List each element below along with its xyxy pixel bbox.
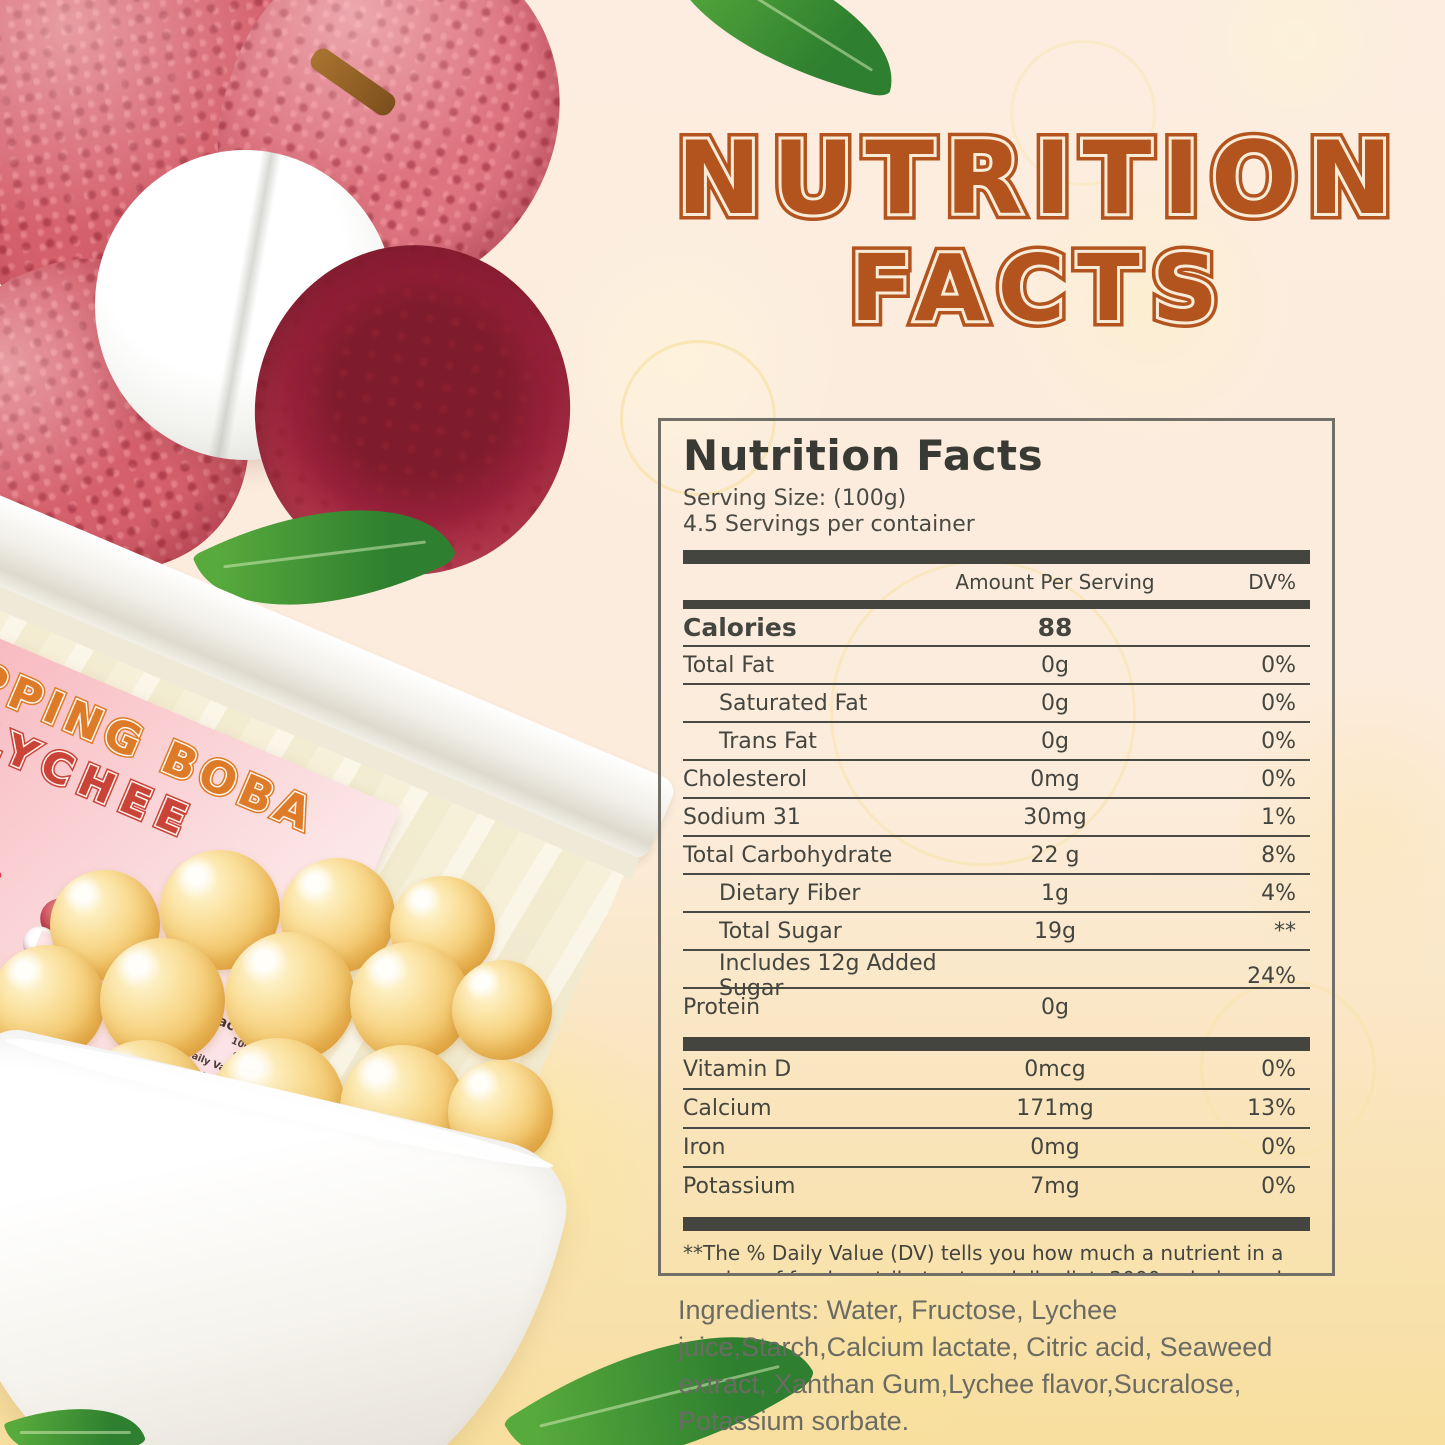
cell-name: Potassium [683,1174,796,1199]
cell-name: Total Carbohydrate [683,842,893,868]
cell-amt: 0mcg [1024,1057,1086,1082]
nutrient-row: Total Fat 0g 0% [683,647,1310,685]
cell-amt: 19g [1034,918,1076,944]
background-blob [1000,150,1300,450]
vitamin-row: Iron 0mg 0% [683,1129,1310,1168]
nutrient-row: Sodium 31 30mg 1% [683,799,1310,837]
daily-value-footnote: **The % Daily Value (DV) tells you how m… [683,1241,1306,1273]
ingredients-text: Ingredients: Water, Fructose, Lychee jui… [678,1295,1273,1436]
cell-dv: 0% [1261,1057,1296,1082]
cell-dv: 0% [1261,652,1296,678]
divider-bar [683,550,1310,564]
cell-name: Cholesterol [683,766,808,792]
cell-dv: 0% [1261,1174,1296,1199]
cell-name: Dietary Fiber [719,880,861,906]
nutrient-row: Total Sugar 19g ** [683,913,1310,951]
nutrient-rows: Calories 88 Total Fat 0g 0% Saturated Fat 0g 0%… [683,609,1310,1025]
divider-bar [683,1037,1310,1051]
cell-name: Vitamin D [683,1057,792,1082]
cell-name: Iron [683,1135,726,1160]
background-blob [800,1250,1000,1445]
cell-amt: 171mg [1016,1096,1094,1121]
cell-amt: 30mg [1023,804,1087,830]
boba-pearl [350,942,470,1062]
leaf-top [645,0,915,99]
cell-dv: ** [1274,918,1296,944]
nutrition-facts-panel: Nutrition Facts Serving Size: (100g) 4.5… [658,418,1335,1276]
boba-pearl [452,960,552,1060]
cell-name: Calcium [683,1096,772,1121]
cell-dv: 0% [1261,728,1296,754]
cell-amt: 0g [1041,690,1069,716]
column-headers: Amount Per Serving DV% [683,564,1310,600]
cell-dv: 4% [1261,880,1296,906]
amount-per-serving-header: Amount Per Serving [955,570,1155,594]
vitamin-row: Calcium 171mg 13% [683,1090,1310,1129]
cell-dv: 0% [1261,690,1296,716]
cell-dv: 1% [1261,804,1296,830]
cell-dv: 8% [1261,842,1296,868]
cell-amt: 88 [1037,612,1073,642]
background-blob [1240,640,1445,1020]
background-ring [1200,980,1376,1156]
nutrient-row: Calories 88 [683,609,1310,647]
cell-amt: 22 g [1030,842,1080,868]
nutrient-row: Dietary Fiber 1g 4% [683,875,1310,913]
divider-bar [683,1217,1310,1231]
cell-name: Total Fat [683,652,775,678]
cell-name: Includes 12g Added Sugar [719,951,937,1001]
cell-amt: 0mg [1030,1135,1080,1160]
cell-dv: 24% [1247,963,1296,989]
cell-amt: 0mg [1030,766,1080,792]
cell-dv: 0% [1261,1135,1296,1160]
cell-amt: 0g [1041,994,1069,1020]
serving-size: Serving Size: (100g) [683,486,907,511]
heading-line-1: NUTRITION NUTRITION NUTRITION [670,119,1404,237]
cell-name: Trans Fat [719,728,817,754]
page-heading: NUTRITION NUTRITION NUTRITION FACTS FACT… [640,119,1440,342]
background-ring [1010,40,1156,186]
heading-line-2: FACTS FACTS FACTS [843,235,1231,342]
cell-dv: 13% [1247,1096,1296,1121]
vitamin-row: Vitamin D 0mcg 0% [683,1051,1310,1090]
cell-amt: 7mg [1030,1174,1080,1199]
nutrient-row: Trans Fat 0g 0% [683,723,1310,761]
nutrient-row: Cholesterol 0mg 0% [683,761,1310,799]
nutrient-row: Includes 12g Added Sugar 24% [683,951,1310,1001]
cell-name: Protein [683,994,761,1020]
nutrient-row: Total Carbohydrate 22 g 8% [683,837,1310,875]
servings-per-container: 4.5 Servings per container [683,512,975,537]
cell-name: Calories [683,612,797,642]
nutrient-row: Saturated Fat 0g 0% [683,685,1310,723]
dv-header: DV% [1248,570,1296,594]
cell-amt: 0g [1041,728,1069,754]
divider-bar [683,600,1310,609]
panel-title: Nutrition Facts [683,431,1044,480]
cell-amt: 1g [1041,880,1069,906]
nutrient-row: Protein 0g [683,989,1310,1025]
cell-name: Sodium 31 [683,804,801,830]
cell-amt: 0g [1041,652,1069,678]
cell-name: Total Sugar [719,918,842,944]
vitamin-rows: Vitamin D 0mcg 0% Calcium 171mg 13% Iron 0mg 0% P… [683,1051,1310,1205]
cell-name: Saturated Fat [719,690,868,716]
cell-dv: 0% [1261,766,1296,792]
vitamin-row: Potassium 7mg 0% [683,1168,1310,1205]
